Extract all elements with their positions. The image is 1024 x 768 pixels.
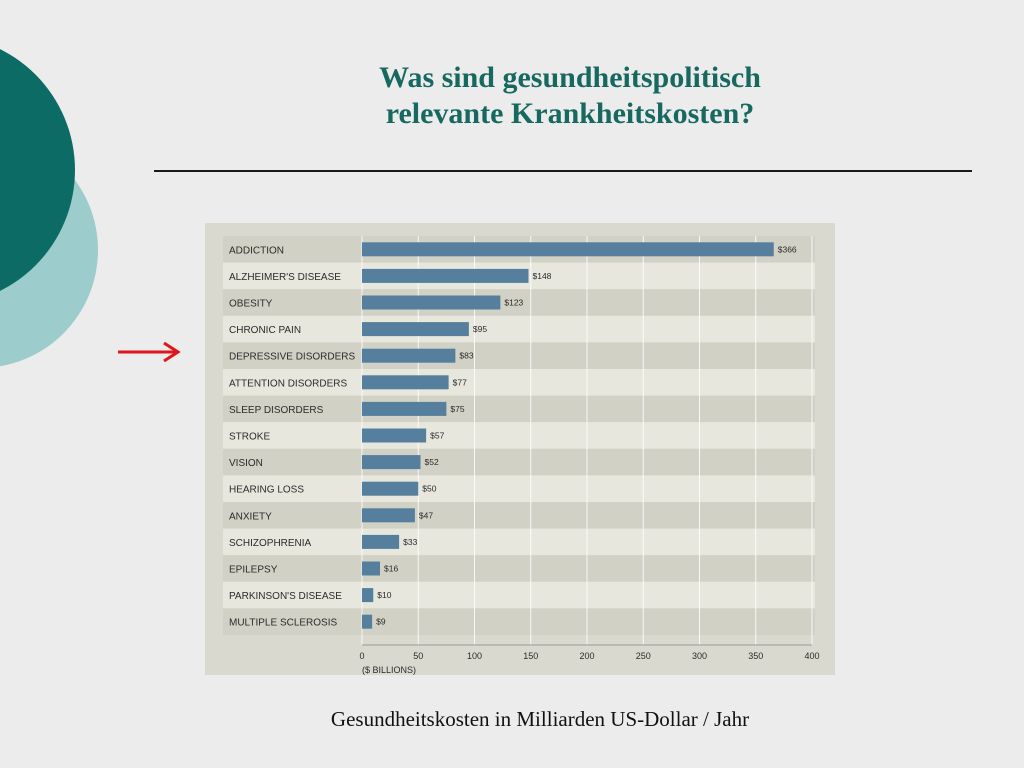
- category-label: SLEEP DISORDERS: [229, 405, 324, 416]
- data-bar: [362, 481, 419, 496]
- category-label: MULTIPLE SCLEROSIS: [229, 618, 338, 629]
- data-bar: [362, 295, 501, 310]
- category-label: ANXIETY: [229, 511, 272, 522]
- chart-row-band: [223, 581, 815, 609]
- data-bar: [362, 348, 456, 363]
- data-label: $9: [376, 617, 386, 627]
- data-bar: [362, 614, 373, 629]
- category-label: ADDICTION: [229, 245, 284, 256]
- data-bar: [362, 561, 380, 576]
- data-label: $366: [778, 244, 797, 254]
- data-label: $75: [450, 404, 464, 414]
- data-bar: [362, 588, 374, 603]
- data-bar: [362, 534, 400, 549]
- category-label: STROKE: [229, 432, 270, 443]
- x-tick-label: 300: [692, 651, 707, 661]
- category-label: CHRONIC PAIN: [229, 325, 301, 336]
- data-bar: [362, 428, 427, 443]
- chart-row-band: [223, 342, 815, 369]
- data-bar: [362, 375, 449, 390]
- data-bar: [362, 508, 415, 523]
- chart-row-band: [223, 395, 815, 423]
- data-bar: [362, 401, 447, 416]
- data-label: $57: [430, 431, 444, 441]
- data-label: $148: [533, 271, 552, 281]
- x-tick-label: 150: [523, 651, 538, 661]
- x-axis-label: ($ BILLIONS): [362, 665, 416, 675]
- category-label: VISION: [229, 458, 263, 469]
- red-arrow-icon: [118, 341, 181, 363]
- category-label: ALZHEIMER'S DISEASE: [229, 272, 341, 283]
- data-label: $83: [459, 351, 473, 361]
- data-label: $77: [453, 377, 467, 387]
- chart-row-band: [223, 289, 815, 316]
- cost-chart-svg: ADDICTION $366 ALZHEIMER'S DISEASE $148 OBES…: [205, 223, 835, 675]
- slide-title: Was sind gesundheitspolitisch relevante …: [160, 60, 980, 132]
- title-divider: [154, 170, 972, 172]
- x-tick-label: 200: [579, 651, 594, 661]
- data-label: $33: [403, 537, 417, 547]
- data-bar: [362, 322, 469, 337]
- slide-title-line-2: relevante Krankheitskosten?: [385, 97, 755, 130]
- category-label: OBESITY: [229, 299, 273, 310]
- x-tick-label: 250: [636, 651, 651, 661]
- data-label: $95: [473, 324, 487, 334]
- data-label: $123: [504, 298, 523, 308]
- data-bar: [362, 268, 529, 283]
- category-label: EPILEPSY: [229, 565, 278, 576]
- data-label: $47: [419, 510, 433, 520]
- category-label: PARKINSON'S DISEASE: [229, 591, 342, 602]
- cost-chart: ADDICTION $366 ALZHEIMER'S DISEASE $148 OBES…: [205, 223, 835, 680]
- category-label: SCHIZOPHRENIA: [229, 538, 312, 549]
- data-label: $50: [422, 484, 436, 494]
- chart-row-band: [223, 502, 815, 529]
- slide-title-line-1: Was sind gesundheitspolitisch: [379, 61, 761, 94]
- x-tick-label: 50: [413, 651, 423, 661]
- chart-row-band: [223, 608, 815, 635]
- chart-row-band: [223, 555, 815, 582]
- x-tick-label: 0: [359, 651, 364, 661]
- chart-row-band: [223, 475, 815, 502]
- data-label: $52: [425, 457, 439, 467]
- dark-teal-circle: [0, 49, 75, 291]
- chart-row-band: [223, 448, 815, 476]
- data-bar: [362, 242, 774, 257]
- category-label: DEPRESSIVE DISORDERS: [229, 352, 355, 363]
- category-label: ATTENTION DISORDERS: [229, 378, 347, 389]
- chart-row-band: [223, 369, 815, 396]
- chart-row-band: [223, 315, 815, 343]
- chart-caption: Gesundheitskosten in Milliarden US-Dolla…: [330, 707, 750, 731]
- data-label: $16: [384, 564, 398, 574]
- category-label: HEARING LOSS: [229, 485, 304, 496]
- x-tick-label: 350: [748, 651, 763, 661]
- x-tick-label: 100: [467, 651, 482, 661]
- x-tick-label: 400: [804, 651, 819, 661]
- chart-row-band: [223, 528, 815, 556]
- data-label: $10: [377, 590, 391, 600]
- decorative-circles: [0, 49, 98, 367]
- data-bar: [362, 455, 421, 470]
- chart-row-band: [223, 422, 815, 449]
